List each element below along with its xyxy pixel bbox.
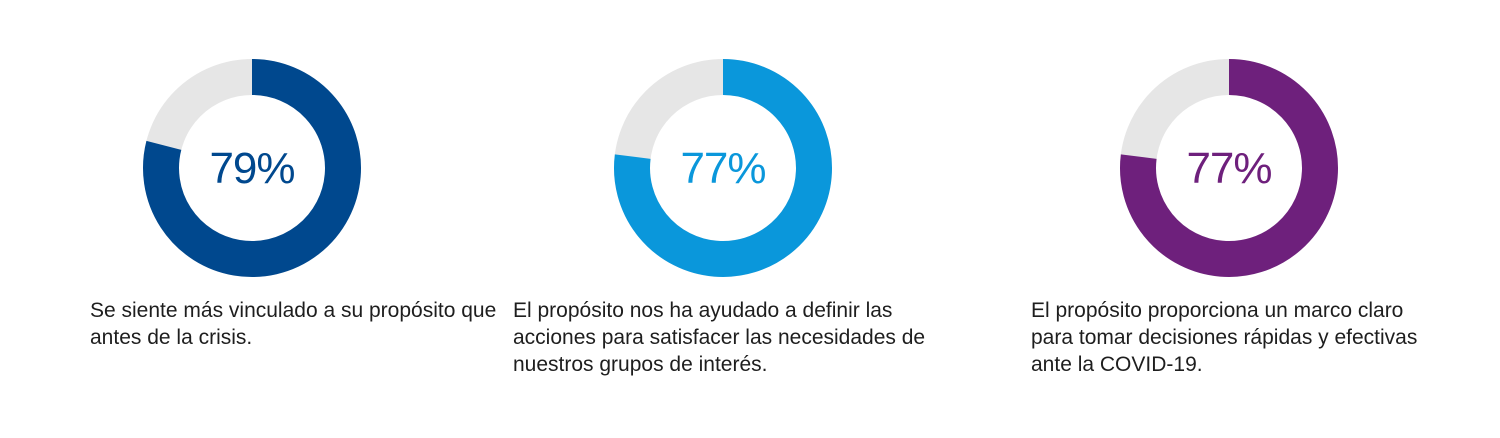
donut-caption-1: Se siente más vinculado a su propósito q… [90, 299, 497, 349]
donut-chart-3: 77% [1120, 59, 1338, 277]
donut-chart-2: 77% [614, 59, 832, 277]
donut-panel-2: 77% El propósito nos ha ayudado a defini… [513, 0, 953, 438]
donut-value-arc-2 [614, 59, 832, 277]
donut-value-label-3: 77% [1186, 144, 1271, 193]
donut-caption-2: El propósito nos ha ayudado a definir la… [513, 299, 926, 376]
donut-value-arc-1 [143, 59, 361, 277]
donut-value-label-1: 79% [209, 144, 294, 193]
donut-value-label-2: 77% [680, 144, 765, 193]
donut-panel-1: 79% Se siente más vinculado a su propósi… [90, 0, 530, 438]
donut-chart-1: 79% [143, 59, 361, 277]
donut-value-arc-3 [1120, 59, 1338, 277]
donut-panel-3: 77% El propósito proporciona un marco cl… [1031, 0, 1471, 438]
donut-caption-3: El propósito proporciona un marco claro … [1031, 299, 1418, 376]
